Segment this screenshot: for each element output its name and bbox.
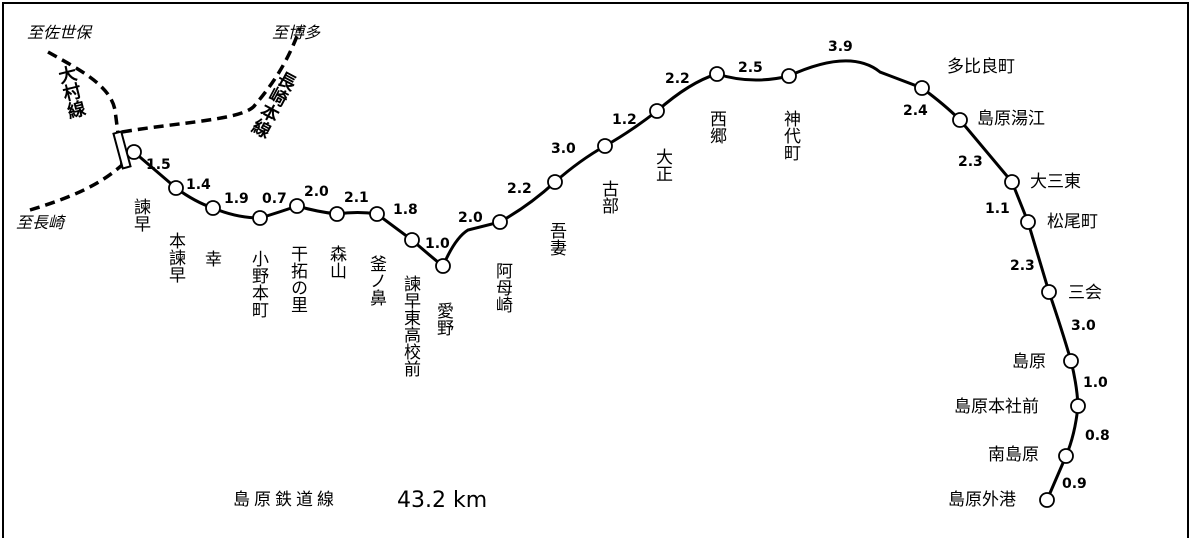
station-label: 本諫早 bbox=[165, 232, 186, 283]
distance-label: 2.5 bbox=[738, 60, 763, 76]
station-label: 干拓の里 bbox=[287, 245, 308, 313]
station-label: 愛野 bbox=[433, 302, 454, 336]
station-marker bbox=[1070, 398, 1086, 414]
distance-label: 0.8 bbox=[1085, 428, 1110, 444]
station-marker bbox=[914, 80, 930, 96]
station-labels: 諫早 本諫早 幸 小野本町 干拓の里 森山 釜ノ鼻 諫早東高校前 愛野 阿母崎 … bbox=[130, 57, 1102, 510]
distance-label: 1.5 bbox=[146, 157, 171, 173]
station-label: 古部 bbox=[598, 180, 619, 214]
line-title: 島原鉄道線 bbox=[233, 490, 338, 510]
station-marker bbox=[547, 174, 563, 190]
distance-label: 2.3 bbox=[958, 154, 983, 170]
station-marker bbox=[709, 66, 725, 82]
shimabara-line-track bbox=[133, 59, 1080, 501]
station-label: 諫早東高校前 bbox=[400, 275, 421, 378]
station-marker bbox=[126, 144, 142, 160]
distance-label: 1.4 bbox=[186, 177, 211, 193]
station-label: 松尾町 bbox=[1047, 212, 1098, 232]
distance-label: 1.1 bbox=[985, 201, 1010, 217]
station-marker bbox=[649, 103, 665, 119]
station-label: 島原外港 bbox=[948, 490, 1016, 510]
station-marker bbox=[1063, 353, 1079, 369]
station-label: 多比良町 bbox=[947, 57, 1015, 77]
station-marker bbox=[492, 214, 508, 230]
line-length: 43.2 km bbox=[397, 488, 487, 513]
distance-labels: 1.5 1.4 1.9 0.7 2.0 2.1 1.8 1.0 2.0 2.2 … bbox=[146, 39, 1110, 492]
station-label: 島原 bbox=[1012, 352, 1046, 372]
destination-sasebo: 至佐世保 bbox=[27, 23, 93, 42]
station-marker bbox=[781, 68, 797, 84]
station-circles bbox=[126, 66, 1086, 508]
distance-label: 3.0 bbox=[551, 141, 576, 157]
distance-label: 3.0 bbox=[1071, 318, 1096, 334]
station-label: 釜ノ鼻 bbox=[366, 255, 387, 306]
station-marker bbox=[369, 206, 385, 222]
station-marker bbox=[289, 198, 305, 214]
station-label: 幸 bbox=[201, 250, 222, 267]
destination-nagasaki: 至長崎 bbox=[16, 213, 66, 232]
distance-label: 2.2 bbox=[507, 181, 532, 197]
distance-label: 0.7 bbox=[262, 191, 287, 207]
distance-label: 1.2 bbox=[612, 112, 637, 128]
station-marker bbox=[1004, 174, 1020, 190]
destination-hakata: 至博多 bbox=[272, 23, 321, 42]
station-label: 小野本町 bbox=[248, 250, 269, 318]
distance-label: 2.2 bbox=[665, 71, 690, 87]
station-label: 阿母崎 bbox=[492, 262, 513, 313]
station-label: 三会 bbox=[1068, 283, 1102, 303]
station-label: 大三東 bbox=[1030, 172, 1081, 192]
distance-label: 1.0 bbox=[1083, 375, 1108, 391]
station-marker bbox=[252, 210, 268, 226]
station-label: 諫早 bbox=[130, 198, 151, 232]
distance-label: 0.9 bbox=[1062, 476, 1087, 492]
distance-label: 1.8 bbox=[393, 202, 418, 218]
station-label: 島原湯江 bbox=[977, 109, 1045, 129]
station-marker bbox=[404, 232, 420, 248]
station-marker bbox=[435, 258, 451, 274]
station-marker bbox=[1058, 448, 1074, 464]
station-label: 南島原 bbox=[988, 445, 1039, 465]
distance-label: 1.9 bbox=[224, 191, 249, 207]
distance-label: 2.3 bbox=[1010, 258, 1035, 274]
station-label: 吾妻 bbox=[546, 222, 567, 257]
distance-label: 2.0 bbox=[304, 184, 329, 200]
station-marker bbox=[597, 138, 613, 154]
station-marker bbox=[168, 180, 184, 196]
distance-label: 2.0 bbox=[458, 210, 483, 226]
station-label: 西郷 bbox=[706, 110, 727, 144]
station-marker bbox=[1041, 284, 1057, 300]
station-marker bbox=[1039, 492, 1055, 508]
station-label: 大正 bbox=[652, 148, 673, 182]
station-label: 神代町 bbox=[780, 110, 801, 161]
station-marker bbox=[205, 200, 221, 216]
isahaya-platform bbox=[112, 130, 132, 170]
nagasaki-main-line-track bbox=[121, 27, 302, 134]
station-marker bbox=[1020, 214, 1036, 230]
distance-label: 3.9 bbox=[828, 39, 853, 55]
station-label: 島原本社前 bbox=[954, 397, 1039, 417]
station-label: 森山 bbox=[326, 245, 347, 279]
distance-label: 2.4 bbox=[903, 103, 928, 119]
distance-label: 2.1 bbox=[344, 190, 369, 206]
station-marker bbox=[329, 206, 345, 222]
distance-label: 1.0 bbox=[425, 236, 450, 252]
station-marker bbox=[952, 112, 968, 128]
